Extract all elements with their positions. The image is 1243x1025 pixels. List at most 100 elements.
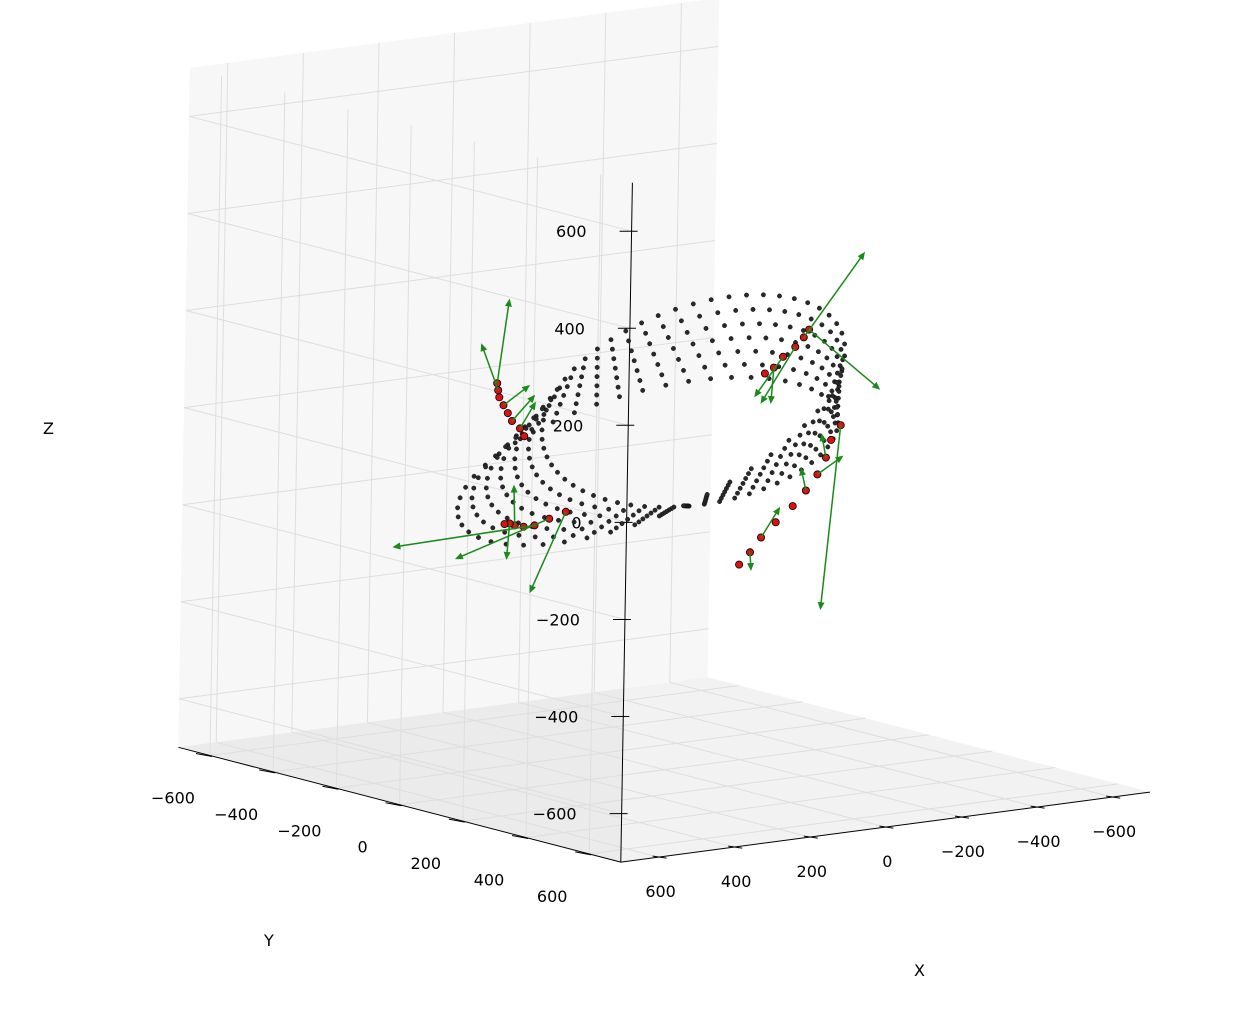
surface-point	[640, 516, 646, 522]
normal-vector-arrow	[519, 401, 536, 429]
surface-point	[455, 505, 460, 511]
surface-point	[819, 365, 825, 371]
grid-line-left-z	[189, 115, 632, 232]
surface-point	[591, 493, 596, 498]
surface-point	[515, 474, 520, 480]
surface-point	[562, 539, 567, 545]
surface-point	[814, 376, 820, 381]
surface-point	[519, 505, 524, 511]
grid-line-back-z	[187, 143, 717, 214]
surface-point	[594, 364, 600, 370]
surface-point	[526, 437, 532, 442]
surface-point	[548, 486, 553, 492]
surface-point	[681, 367, 686, 373]
surface-point	[809, 386, 814, 392]
surface-point	[652, 507, 658, 513]
normal-vector-arrow	[529, 511, 567, 594]
surface-point	[704, 491, 710, 497]
surface-point	[580, 488, 586, 494]
surface-point	[500, 484, 505, 490]
surface-point	[457, 495, 463, 501]
surface-point	[608, 529, 613, 535]
surface-point	[767, 307, 772, 313]
surface-point	[735, 490, 740, 496]
surface-point	[592, 504, 598, 510]
surface-point	[483, 464, 488, 470]
surface-point	[471, 473, 477, 479]
surface-point	[594, 383, 600, 389]
surface-point	[806, 430, 811, 436]
surface-point	[469, 495, 475, 501]
surface-point	[485, 494, 491, 500]
surface-point	[708, 297, 714, 303]
surface-point	[594, 355, 600, 361]
surface-point	[787, 474, 793, 480]
surface-point	[722, 362, 728, 368]
surface-point	[570, 533, 576, 538]
surface-point	[539, 406, 545, 412]
x-axis-label: X	[914, 961, 925, 980]
x-tick	[803, 835, 818, 839]
surface-point	[540, 542, 546, 547]
surface-point	[550, 419, 556, 425]
surface-point	[554, 506, 560, 511]
surface-point	[490, 525, 496, 531]
surface-point	[681, 503, 686, 509]
surface-point	[459, 522, 465, 528]
y-tick	[385, 802, 402, 807]
surface-point	[640, 387, 646, 393]
grid-line-back-z	[184, 337, 714, 409]
grid-line-floor-y	[589, 783, 1119, 855]
grid-line-floor-y	[525, 767, 1056, 838]
surface-point	[470, 504, 476, 510]
surface-point	[634, 368, 640, 373]
y-tick-label: −200	[277, 821, 321, 840]
surface-point	[556, 517, 561, 523]
surface-point	[732, 495, 738, 501]
surface-point	[797, 432, 803, 438]
grid-line-floor-y	[462, 750, 993, 822]
surface-point	[455, 514, 461, 520]
surface-point	[466, 529, 472, 535]
surface-point	[610, 346, 615, 352]
surface-point	[475, 475, 481, 481]
y-tick-label: 200	[411, 854, 442, 873]
y-tick-label: −600	[151, 789, 195, 808]
surface-point	[512, 440, 518, 446]
x-tick-label: 0	[882, 852, 892, 871]
surface-point	[632, 522, 638, 528]
surface-point	[834, 354, 840, 359]
grid-line-left-z	[179, 698, 622, 815]
z-axis-label: Z	[43, 419, 54, 438]
surface-point	[496, 451, 502, 457]
surface-point	[541, 412, 547, 417]
surface-point	[665, 335, 671, 340]
z-tick-label: 400	[554, 319, 585, 338]
surface-point	[539, 427, 545, 433]
surface-point	[481, 519, 486, 525]
surface-point	[548, 397, 554, 403]
surface-point	[630, 512, 636, 518]
surface-point	[568, 375, 574, 381]
y-tick	[322, 785, 339, 790]
surface-point	[554, 387, 560, 392]
surface-point	[826, 398, 832, 404]
surface-point	[782, 378, 788, 384]
y-tick	[259, 769, 276, 774]
surface-point	[532, 534, 538, 540]
surface-point	[786, 437, 792, 443]
surface-point	[792, 463, 797, 469]
surface-point	[501, 456, 507, 461]
surface-point	[748, 374, 754, 380]
surface-point	[826, 312, 832, 318]
surface-point	[615, 500, 620, 505]
surface-point	[791, 367, 796, 372]
surface-point	[838, 373, 844, 378]
surface-point	[533, 416, 539, 422]
surface-point	[828, 329, 833, 335]
highlight-point	[827, 435, 836, 444]
surface-point	[673, 306, 678, 312]
surface-point	[540, 479, 546, 485]
surface-point	[529, 511, 535, 516]
surface-point	[834, 428, 840, 434]
